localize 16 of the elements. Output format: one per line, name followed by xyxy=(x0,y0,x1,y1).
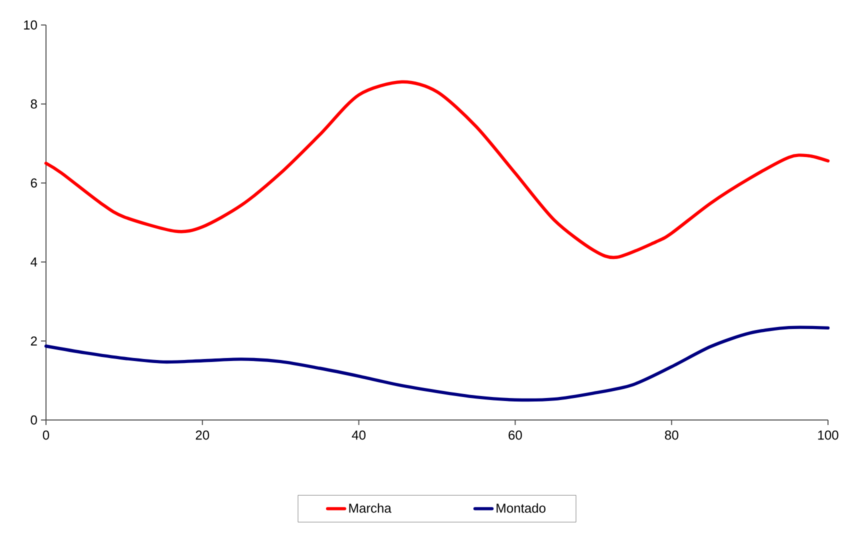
y-tick-label: 0 xyxy=(30,415,37,425)
line-series xyxy=(44,326,830,402)
x-tick-label: 20 xyxy=(196,430,210,440)
y-tick-label: 10 xyxy=(24,20,37,30)
x-tick-label: 80 xyxy=(664,430,678,440)
legend-label: Montado xyxy=(496,503,546,513)
y-tick-label: 2 xyxy=(30,336,37,346)
x-tick-label: 100 xyxy=(818,430,838,440)
x-tick-label: 60 xyxy=(508,430,522,440)
line-series xyxy=(44,80,830,259)
y-tick-label: 4 xyxy=(30,258,38,266)
x-tick-label: 0 xyxy=(42,430,50,440)
y-tick-label: 8 xyxy=(30,99,37,109)
x-tick-label: 40 xyxy=(352,430,366,440)
y-tick-label: 6 xyxy=(30,178,37,188)
legend-label: Marcha xyxy=(349,503,392,513)
